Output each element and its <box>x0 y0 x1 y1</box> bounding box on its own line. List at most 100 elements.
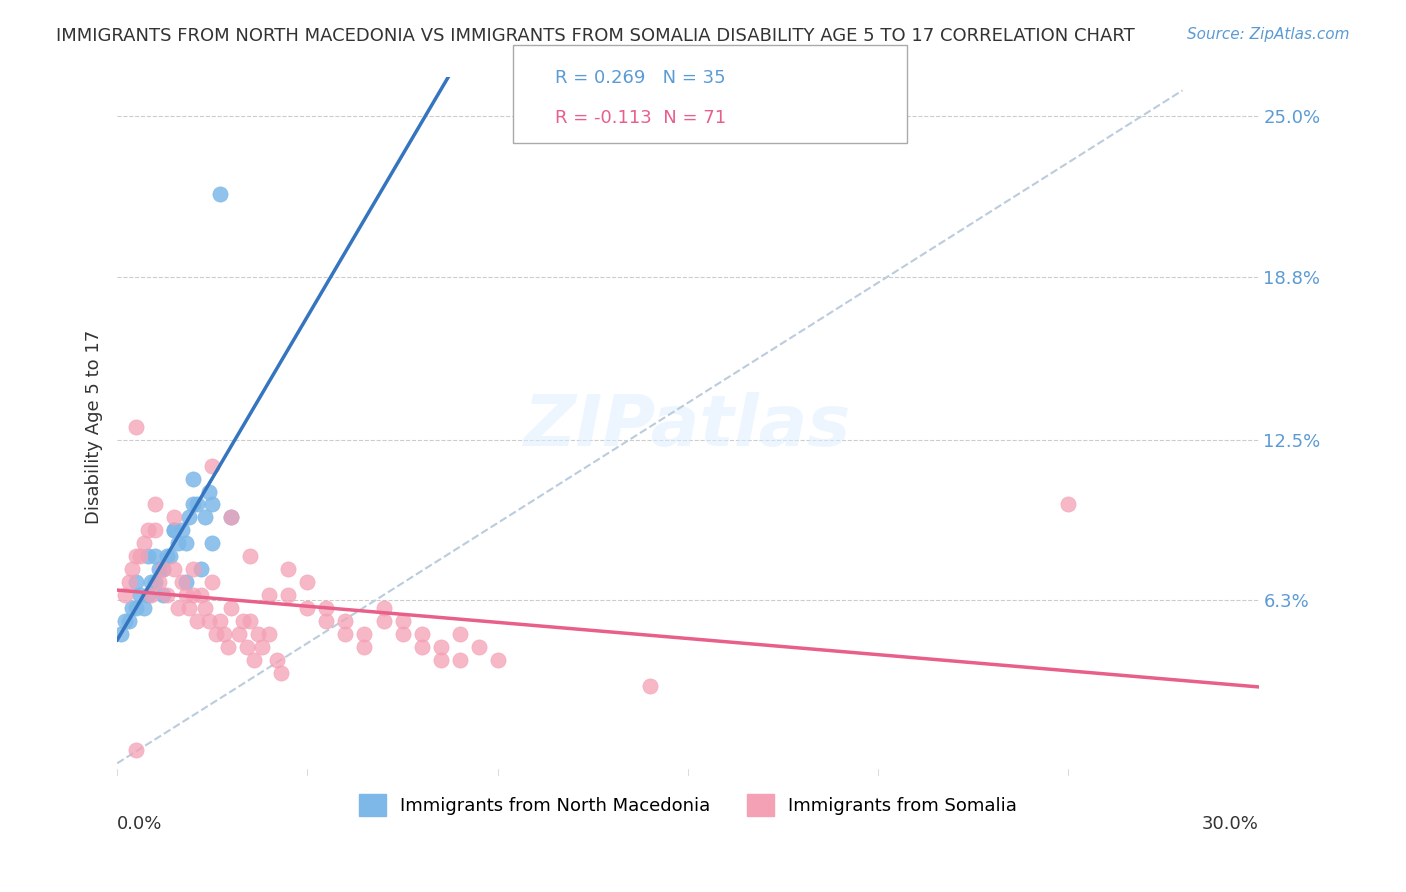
Point <box>201 498 224 512</box>
Point <box>246 627 269 641</box>
Text: 0.0%: 0.0% <box>117 815 163 833</box>
Point <box>136 588 159 602</box>
Point <box>129 549 152 564</box>
Point <box>174 536 197 550</box>
Point <box>143 498 166 512</box>
Point <box>449 627 471 641</box>
Point <box>235 640 257 654</box>
Point <box>159 549 181 564</box>
Point <box>163 562 186 576</box>
Point <box>179 510 201 524</box>
Point <box>110 627 132 641</box>
Point <box>114 588 136 602</box>
Point <box>197 614 219 628</box>
Point <box>259 588 281 602</box>
Text: 30.0%: 30.0% <box>1202 815 1258 833</box>
Point <box>170 524 193 538</box>
Point <box>152 562 174 576</box>
Point <box>232 614 254 628</box>
Point <box>163 510 186 524</box>
Point <box>167 601 190 615</box>
Point <box>190 562 212 576</box>
Point <box>373 614 395 628</box>
Point <box>239 549 262 564</box>
Point <box>315 614 337 628</box>
Point <box>335 614 357 628</box>
Point <box>174 575 197 590</box>
Text: Source: ZipAtlas.com: Source: ZipAtlas.com <box>1187 27 1350 42</box>
Point <box>205 627 228 641</box>
Point <box>486 653 509 667</box>
Point <box>181 588 204 602</box>
Point <box>129 588 152 602</box>
Point <box>186 614 208 628</box>
Text: IMMIGRANTS FROM NORTH MACEDONIA VS IMMIGRANTS FROM SOMALIA DISABILITY AGE 5 TO 1: IMMIGRANTS FROM NORTH MACEDONIA VS IMMIG… <box>56 27 1135 45</box>
Point <box>201 536 224 550</box>
Point <box>152 562 174 576</box>
Point <box>179 601 201 615</box>
Point <box>243 653 266 667</box>
Point <box>297 575 319 590</box>
Point <box>125 601 148 615</box>
Point <box>186 498 208 512</box>
Point <box>136 524 159 538</box>
Point <box>201 458 224 473</box>
Point <box>201 575 224 590</box>
Point <box>141 575 163 590</box>
Point <box>132 601 155 615</box>
Point <box>143 549 166 564</box>
Point <box>429 640 451 654</box>
Point <box>212 627 235 641</box>
Point <box>114 614 136 628</box>
Point <box>315 601 337 615</box>
Point <box>194 601 217 615</box>
Point <box>449 653 471 667</box>
Point <box>181 472 204 486</box>
Point <box>148 562 170 576</box>
Point <box>174 588 197 602</box>
Point <box>136 549 159 564</box>
Point <box>121 562 143 576</box>
Point <box>250 640 273 654</box>
Point <box>228 627 250 641</box>
Point <box>181 562 204 576</box>
Point <box>391 614 413 628</box>
Point <box>141 588 163 602</box>
Point <box>125 549 148 564</box>
Point <box>411 627 433 641</box>
Point <box>411 640 433 654</box>
Point <box>117 575 139 590</box>
Point <box>373 601 395 615</box>
Point <box>391 627 413 641</box>
Point <box>221 510 243 524</box>
Point <box>221 510 243 524</box>
Point <box>132 536 155 550</box>
Point <box>125 420 148 434</box>
Point <box>297 601 319 615</box>
Point <box>143 524 166 538</box>
Point <box>277 562 299 576</box>
Point <box>125 575 148 590</box>
Point <box>125 743 148 757</box>
Y-axis label: Disability Age 5 to 17: Disability Age 5 to 17 <box>86 330 103 524</box>
Point <box>148 575 170 590</box>
Point <box>208 614 231 628</box>
Point <box>217 640 239 654</box>
Text: R = 0.269   N = 35: R = 0.269 N = 35 <box>555 70 725 87</box>
Point <box>152 588 174 602</box>
Point <box>259 627 281 641</box>
Point <box>170 575 193 590</box>
Point <box>467 640 489 654</box>
Point <box>197 484 219 499</box>
Point <box>163 524 186 538</box>
Point <box>270 665 292 680</box>
Point <box>121 601 143 615</box>
Point <box>353 627 375 641</box>
Point <box>190 588 212 602</box>
Point <box>143 575 166 590</box>
Point <box>181 498 204 512</box>
Point <box>208 186 231 201</box>
Point <box>117 614 139 628</box>
Point <box>221 601 243 615</box>
Point <box>163 524 186 538</box>
